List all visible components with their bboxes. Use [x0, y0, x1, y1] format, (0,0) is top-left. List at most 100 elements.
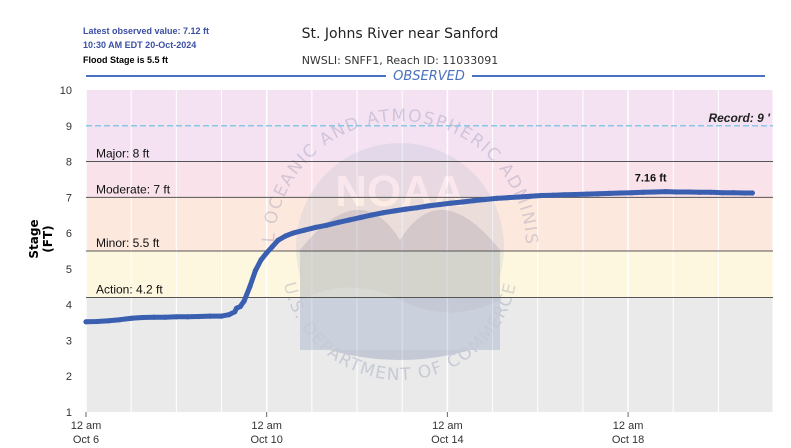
observed-point: [719, 190, 725, 196]
noaa-emblem-wave: [300, 287, 500, 350]
y-tick-label: 6: [66, 228, 72, 240]
latest-value-text: Latest observed value: 7.12 ft: [83, 26, 210, 36]
observed-point: [572, 191, 579, 198]
observed-point: [269, 244, 275, 250]
record-label: Record: 9 ': [708, 111, 771, 125]
x-tick-label-time: 12 am: [432, 420, 463, 432]
observed-section-label: OBSERVED: [393, 69, 465, 84]
chart-title: St. Johns River near Sanford: [301, 26, 499, 42]
x-tick-label-date: Oct 10: [250, 434, 282, 446]
chart-subtitle: NWSLI: SNFF1, Reach ID: 11033091: [301, 54, 499, 67]
observed-point: [335, 219, 341, 225]
observed-point: [196, 313, 202, 320]
observed-point: [527, 193, 533, 199]
observed-point: [471, 198, 477, 204]
observed-point: [749, 190, 755, 196]
observed-point: [651, 189, 658, 195]
observed-point: [550, 192, 556, 198]
observed-point: [663, 189, 669, 195]
observed-point: [493, 195, 499, 201]
observed-point: [173, 314, 179, 320]
observed-point: [83, 319, 89, 325]
observed-point: [380, 210, 386, 216]
observed-point: [139, 314, 146, 321]
observed-point: [584, 191, 590, 197]
y-tick-label: 8: [66, 157, 72, 169]
observed-point: [708, 189, 714, 195]
observed-point: [426, 203, 432, 209]
action-label: Action: 4.2 ft: [96, 283, 163, 297]
observed-point: [595, 191, 601, 197]
observed-point: [247, 284, 253, 290]
observed-point: [128, 315, 134, 321]
observed-point: [94, 318, 100, 325]
observed-point: [437, 201, 443, 208]
observed-point: [346, 217, 353, 223]
flood-stage-text: Flood Stage is 5.5 ft: [83, 55, 169, 65]
observed-point: [237, 303, 243, 310]
observed-point: [448, 200, 454, 206]
y-tick-label: 5: [66, 264, 72, 276]
observed-point: [392, 208, 398, 214]
observed-point: [218, 313, 225, 319]
observed-point: [629, 190, 635, 196]
observed-point: [505, 195, 511, 201]
y-tick-label: 4: [66, 300, 72, 312]
moderate-label: Moderate: 7 ft: [96, 182, 171, 196]
observed-point: [482, 196, 488, 203]
observed-point: [516, 194, 522, 200]
x-tick-label-time: 12 am: [251, 420, 282, 432]
observed-point: [226, 312, 232, 318]
noaa-emblem-circle: [296, 143, 504, 351]
observed-label-backdrop: [386, 67, 472, 83]
observed-point: [258, 257, 264, 263]
x-tick-label-date: Oct 18: [612, 434, 644, 446]
observed-point: [640, 189, 646, 195]
observed-point: [275, 237, 281, 243]
record-band: [86, 90, 773, 126]
record-zone-band: [86, 125, 773, 162]
x-tick-label-date: Oct 6: [73, 434, 99, 446]
y-tick-label: 10: [60, 85, 72, 97]
y-tick-label: 3: [66, 335, 72, 347]
observed-point: [414, 205, 420, 211]
observed-point: [369, 212, 375, 218]
observed-point: [313, 224, 319, 230]
observed-point: [730, 190, 737, 196]
y-tick-label: 9: [66, 121, 72, 133]
observed-point: [301, 227, 307, 233]
observed-point: [324, 222, 330, 228]
observed-point: [697, 189, 703, 195]
observed-point: [264, 250, 270, 256]
observed-point: [162, 314, 168, 320]
noaa-emblem-gull: [300, 209, 500, 360]
observed-point: [106, 318, 112, 324]
x-tick-label-time: 12 am: [613, 420, 644, 432]
minor-label: Minor: 5.5 ft: [96, 236, 160, 250]
observed-point: [185, 314, 191, 320]
observed-point: [358, 214, 364, 220]
y-tick-label: 2: [66, 371, 72, 383]
x-tick-label-time: 12 am: [71, 420, 102, 432]
observed-point: [241, 298, 247, 304]
latest-time-text: 10:30 AM EDT 20-Oct-2024: [83, 40, 197, 50]
observed-point: [151, 314, 157, 320]
observed-point: [459, 199, 465, 205]
major-label: Major: 8 ft: [96, 147, 150, 161]
peak-value-label: 7.16 ft: [635, 173, 667, 185]
observed-point: [561, 192, 567, 198]
observed-point: [685, 189, 691, 195]
observed-point: [538, 192, 545, 199]
observed-point: [617, 190, 624, 196]
observed-point: [117, 317, 123, 323]
y-tick-label: 1: [66, 407, 72, 419]
observed-point: [674, 189, 680, 195]
observed-point: [606, 190, 612, 196]
y-tick-label: 7: [66, 192, 72, 204]
observed-point: [252, 268, 258, 274]
x-tick-label-date: Oct 14: [431, 434, 463, 446]
observed-point: [742, 190, 748, 196]
observed-point: [403, 206, 409, 212]
minor-band: [86, 251, 773, 298]
